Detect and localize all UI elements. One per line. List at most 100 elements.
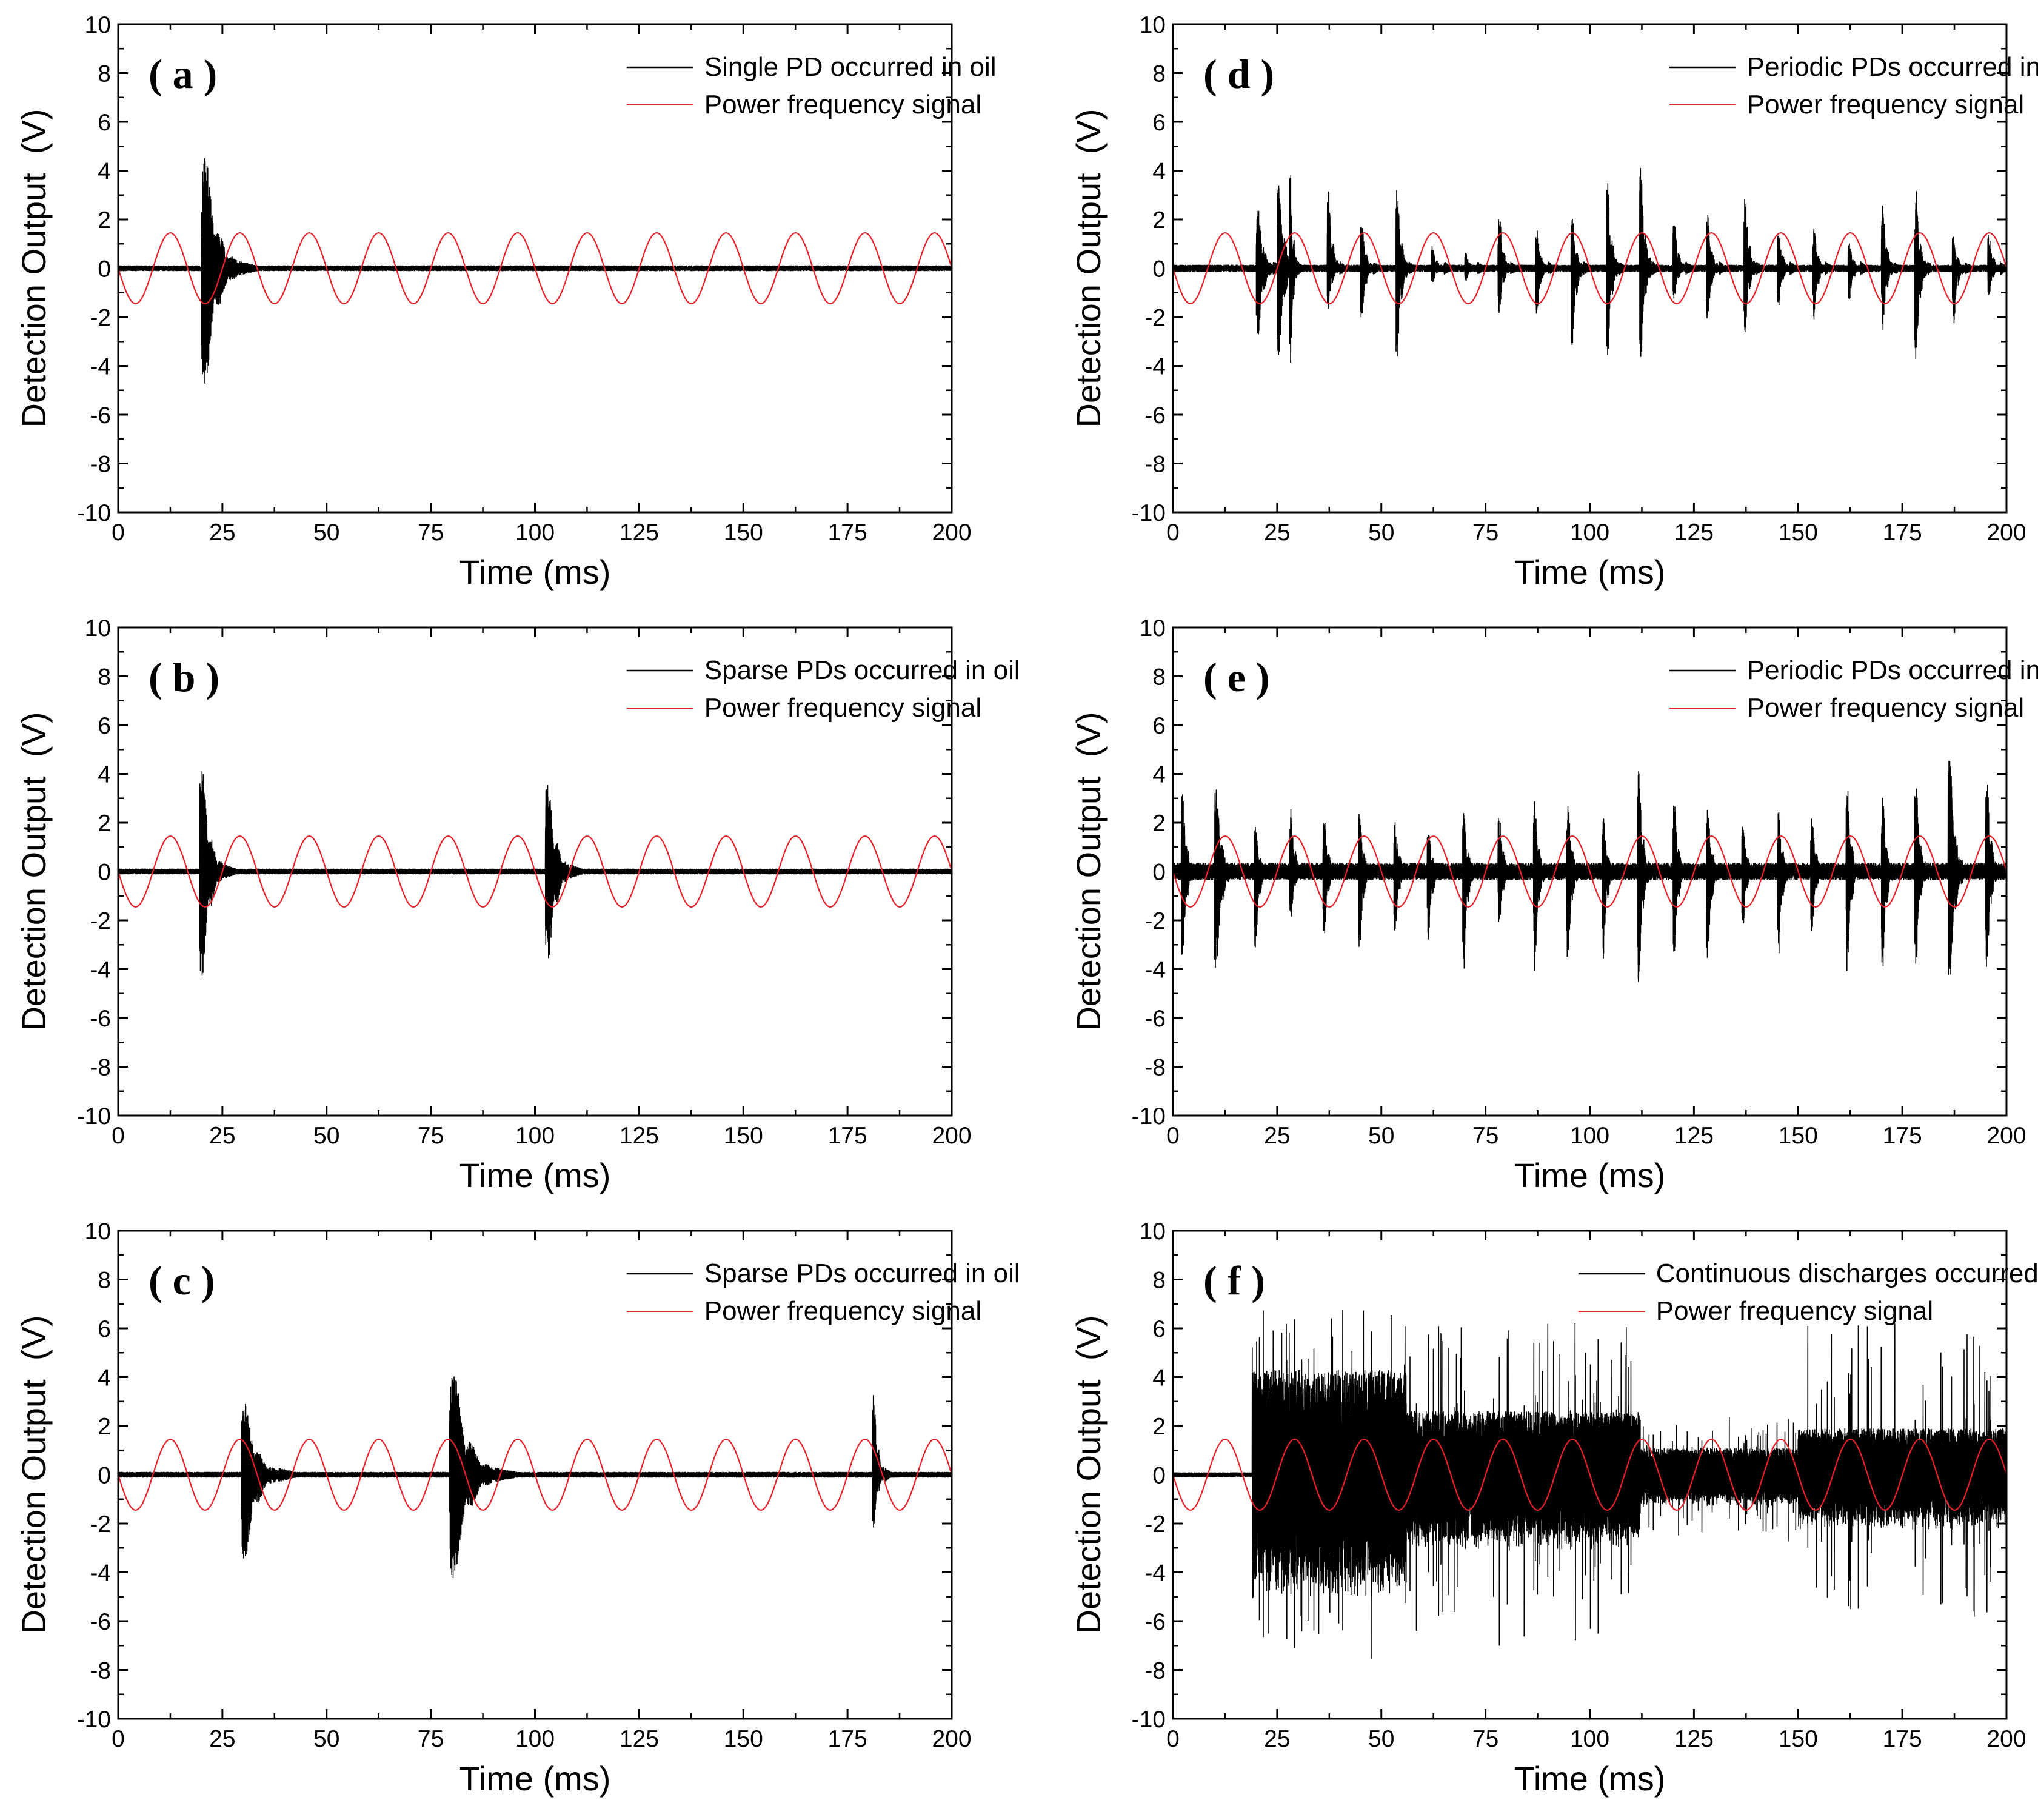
x-tick-label: 50: [313, 1726, 339, 1752]
y-tick-label: 6: [1152, 713, 1166, 739]
x-tick-label: 50: [1368, 1123, 1394, 1149]
series-power-frequency-line: [1173, 232, 2006, 305]
y-tick-label: 8: [1152, 1268, 1166, 1294]
x-tick-label: 125: [620, 1726, 659, 1752]
y-tick-label: -10: [1132, 1707, 1166, 1733]
chart-panel-c: 0 25 50 75 100 125 150 175 200 -10 -8 -6 -4 -2 0 2 4 6 8 10…: [15, 1219, 1020, 1798]
y-tick-label: -4: [90, 354, 111, 380]
panel-label: ( f ): [1203, 1257, 1265, 1303]
y-tick-label: 8: [1152, 664, 1166, 691]
x-tick-label: 0: [112, 1726, 125, 1752]
x-tick-label: 150: [1779, 1726, 1818, 1752]
y-tick-label: -6: [90, 403, 111, 429]
x-tick-label: 75: [418, 1123, 444, 1149]
x-tick-label: 125: [1674, 1726, 1714, 1752]
y-tick-label: -8: [1144, 1658, 1166, 1684]
series-pd-signal-line: [1173, 1310, 2006, 1659]
y-tick-label: -8: [90, 1658, 111, 1684]
series-power-frequency-line: [1173, 835, 2006, 908]
legend-entry: Power frequency signal: [1747, 90, 2024, 119]
panel-label: ( a ): [149, 51, 217, 97]
x-tick-label: 25: [1264, 1726, 1290, 1752]
plot-area: [1173, 760, 2006, 982]
y-tick-label: 4: [1152, 159, 1166, 185]
legend: Sparse PDs occurred in oil Power frequenc…: [626, 655, 1020, 723]
y-axis-title: Detection Output (V): [1069, 712, 1108, 1031]
x-tick-label: 175: [1883, 1123, 1922, 1149]
y-tick-label: 6: [98, 110, 111, 136]
chart-panel-b: 0 25 50 75 100 125 150 175 200 -10 -8 -6 -4 -2 0 2 4 6 8 10…: [15, 615, 1020, 1194]
y-tick-label: 10: [1140, 1219, 1166, 1245]
x-tick-label: 50: [1368, 1726, 1394, 1752]
y-tick-label: -2: [1144, 305, 1166, 331]
y-tick-label: -10: [1132, 500, 1166, 526]
y-tick-label: 2: [98, 1414, 111, 1440]
x-tick-label: 25: [209, 1726, 235, 1752]
y-tick-label: 10: [1140, 12, 1166, 38]
y-tick-label: 6: [1152, 1316, 1166, 1342]
x-tick-label: 200: [932, 520, 971, 546]
x-tick-label: 75: [1472, 520, 1498, 546]
x-axis-title: Time (ms): [1514, 553, 1666, 591]
y-tick-label: 2: [1152, 207, 1166, 233]
legend-entry: Sparse PDs occurred in oil: [704, 655, 1020, 685]
x-tick-label: 150: [724, 520, 763, 546]
y-tick-label: 2: [1152, 1414, 1166, 1440]
x-tick-label: 0: [112, 520, 125, 546]
panel-label: ( c ): [149, 1257, 215, 1303]
y-tick-label: 2: [1152, 811, 1166, 837]
y-tick-label: 4: [1152, 762, 1166, 788]
y-axis-title: Detection Output (V): [1069, 1315, 1108, 1634]
y-tick-label: 2: [98, 207, 111, 233]
x-tick-label: 175: [1883, 1726, 1922, 1752]
legend-entry: Power frequency signal: [704, 90, 981, 119]
x-tick-label: 25: [1264, 520, 1290, 546]
y-tick-label: -6: [1144, 403, 1166, 429]
y-tick-label: 0: [1152, 256, 1166, 283]
legend: Continuous discharges occurred in oil Pow…: [1578, 1259, 2038, 1326]
series-pd-signal-line: [118, 771, 952, 976]
x-tick-label: 100: [515, 520, 555, 546]
x-tick-label: 175: [828, 520, 867, 546]
y-tick-label: -8: [1144, 452, 1166, 478]
x-tick-label: 150: [724, 1123, 763, 1149]
y-tick-label: -4: [90, 1561, 111, 1587]
x-tick-label: 175: [828, 1726, 867, 1752]
y-tick-label: -10: [77, 1103, 111, 1129]
series-power-frequency-line: [118, 835, 952, 908]
x-tick-label: 75: [1472, 1726, 1498, 1752]
panel-label: ( d ): [1203, 51, 1274, 97]
x-tick-label: 125: [1674, 1123, 1714, 1149]
legend-entry: Periodic PDs occurred in oil: [1747, 655, 2038, 685]
y-tick-label: 8: [98, 61, 111, 87]
x-tick-label: 175: [1883, 520, 1922, 546]
legend-entry: Single PD occurred in oil: [704, 52, 997, 82]
y-tick-label: -10: [77, 1707, 111, 1733]
legend-entry: Power frequency signal: [704, 1296, 981, 1326]
plot-area: [1173, 1310, 2006, 1659]
y-axis-title: Detection Output (V): [15, 712, 53, 1031]
x-tick-label: 125: [620, 1123, 659, 1149]
y-tick-label: -2: [90, 305, 111, 331]
x-axis-title: Time (ms): [1514, 1759, 1666, 1798]
x-tick-label: 0: [1166, 1726, 1180, 1752]
y-tick-label: 6: [98, 1316, 111, 1342]
x-tick-label: 100: [515, 1123, 555, 1149]
legend-entry: Power frequency signal: [1656, 1296, 1933, 1326]
y-tick-label: -4: [1144, 354, 1166, 380]
y-tick-label: 4: [98, 1365, 111, 1391]
x-axis-title: Time (ms): [1514, 1156, 1666, 1194]
x-tick-label: 0: [112, 1123, 125, 1149]
y-tick-label: -8: [90, 452, 111, 478]
y-axis-title: Detection Output (V): [15, 1315, 53, 1634]
x-tick-label: 200: [932, 1726, 971, 1752]
x-tick-label: 25: [1264, 1123, 1290, 1149]
series-pd-signal-line: [118, 1376, 952, 1579]
x-tick-label: 200: [1986, 1123, 2026, 1149]
x-tick-label: 125: [620, 520, 659, 546]
y-tick-label: 6: [1152, 110, 1166, 136]
x-tick-label: 75: [1472, 1123, 1498, 1149]
y-tick-label: 0: [98, 860, 111, 886]
x-tick-label: 150: [1779, 520, 1818, 546]
